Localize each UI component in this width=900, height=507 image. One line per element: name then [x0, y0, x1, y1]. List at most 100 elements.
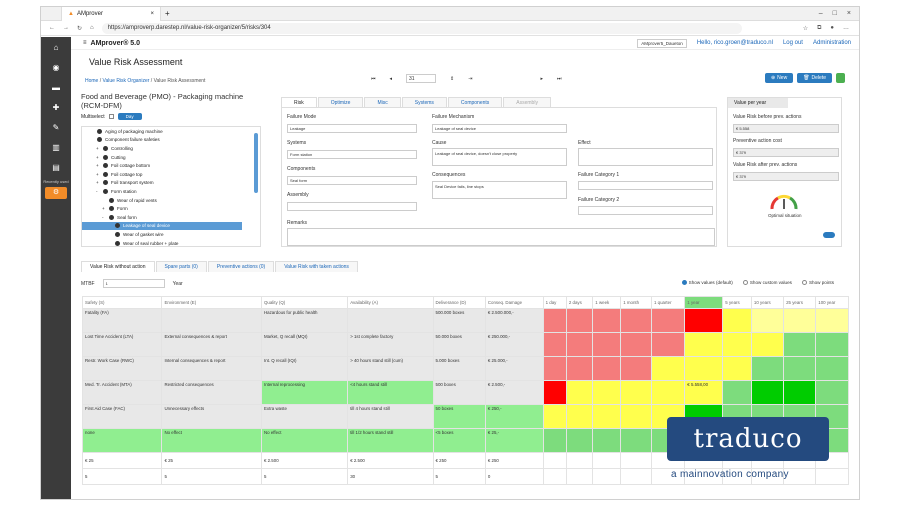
matrix-risk-cell[interactable] [650, 332, 686, 357]
maximize-icon[interactable]: □ [832, 10, 837, 17]
matrix-risk-cell[interactable] [542, 404, 567, 429]
matrix-risk-cell[interactable] [592, 380, 622, 405]
first-page-icon[interactable]: ⏮ [371, 75, 376, 82]
expand-icon[interactable]: + [102, 206, 105, 212]
admin-link[interactable]: Administration [812, 40, 851, 46]
close-window-icon[interactable]: × [846, 10, 851, 17]
back-icon[interactable]: ← [49, 25, 55, 31]
tree-node[interactable]: + Foil cottage top [82, 170, 260, 179]
matrix-risk-cell[interactable] [783, 380, 817, 405]
cause-input[interactable]: Leakage of seal device, doesn't close pr… [432, 148, 567, 166]
matrix-risk-cell[interactable] [620, 332, 652, 357]
menu-icon[interactable]: ≡ [83, 40, 87, 46]
tree-node[interactable]: Wear of gasket wire [82, 230, 260, 239]
next-page-icon[interactable]: ▸ [540, 75, 543, 82]
matrix-risk-cell[interactable] [565, 308, 594, 333]
mtbf-input[interactable]: 1 [102, 279, 165, 288]
page-number-input[interactable]: 31 [406, 74, 437, 83]
matrix-risk-cell[interactable] [722, 332, 752, 357]
matrix-risk-cell[interactable] [620, 428, 652, 453]
matrix-risk-cell[interactable] [783, 332, 817, 357]
tree-node[interactable]: Component failure safeties [82, 136, 260, 145]
close-tab-icon[interactable]: × [150, 10, 154, 17]
tab-misc[interactable]: Misc [364, 97, 401, 108]
radio-show-values[interactable]: Show values (default) [681, 280, 733, 285]
settings-button[interactable] [836, 73, 845, 83]
favorites-icon[interactable]: ☆ [802, 25, 809, 32]
url-field[interactable]: https://amproverp.darestep.nl/value-risk… [101, 22, 742, 34]
tree-node[interactable]: + Form [82, 204, 260, 213]
expand-icon[interactable]: + [96, 171, 99, 177]
crumb-organizer[interactable]: Value Risk Organizer [102, 78, 150, 84]
tree-node[interactable]: Leakage of seal device [82, 221, 242, 231]
new-button[interactable]: ⊕ New [764, 73, 794, 83]
chart-nav-icon[interactable]: ▥ [52, 142, 60, 152]
day-button[interactable]: Day [117, 113, 142, 120]
matrix-risk-cell[interactable] [565, 428, 594, 453]
matrix-risk-cell[interactable] [684, 356, 724, 381]
delete-button[interactable]: 🗑 Delete [797, 73, 832, 83]
tree-node[interactable]: + Foil transport system [82, 179, 260, 188]
prev-page-icon[interactable]: ◂ [389, 75, 393, 82]
systems-select[interactable]: Form station [287, 150, 417, 159]
forward-icon[interactable]: → [63, 25, 69, 31]
matrix-risk-cell[interactable] [750, 332, 785, 357]
remarks-input[interactable] [287, 228, 715, 246]
minimize-icon[interactable]: – [818, 10, 823, 17]
matrix-risk-cell[interactable] [565, 332, 594, 357]
matrix-risk-cell[interactable] [542, 332, 567, 357]
matrix-risk-cell[interactable] [722, 380, 752, 405]
matrix-risk-cell[interactable] [650, 308, 686, 333]
radio-custom-values[interactable]: Show custom values [742, 280, 792, 285]
tab-preventive-actions[interactable]: Preventive actions (0) [207, 261, 275, 272]
home-icon[interactable]: ⌂ [90, 25, 94, 31]
matrix-risk-cell[interactable] [620, 404, 652, 429]
expand-icon[interactable]: + [96, 145, 99, 151]
more-icon[interactable]: … [843, 24, 849, 31]
matrix-risk-cell[interactable] [815, 380, 849, 405]
matrix-risk-cell[interactable] [620, 308, 652, 333]
tab-risk[interactable]: Risk [281, 97, 317, 108]
radio-show-points[interactable]: Show points [801, 280, 834, 285]
matrix-risk-cell[interactable] [592, 308, 622, 333]
expand-icon[interactable]: + [96, 180, 99, 186]
expand-icon[interactable]: + [96, 163, 99, 169]
tree-node[interactable]: Wear of rapid vents [82, 196, 260, 205]
assembly-select[interactable] [287, 202, 417, 211]
matrix-risk-cell[interactable] [592, 332, 622, 357]
list-nav-icon[interactable]: ▤ [52, 162, 60, 172]
expand-icon[interactable]: + [96, 154, 99, 160]
matrix-risk-cell[interactable] [684, 308, 724, 333]
matrix-risk-cell[interactable] [750, 308, 785, 333]
logout-link[interactable]: Log out [782, 40, 803, 46]
dropdown-icon[interactable]: ⇕ [450, 75, 455, 82]
tab-systems[interactable]: Systems [401, 97, 447, 108]
database-select[interactable]: AMprover5_Daueton [637, 38, 687, 48]
failure-mode-select[interactable]: Leakage [287, 124, 417, 133]
matrix-risk-cell[interactable] [650, 380, 686, 405]
matrix-risk-cell[interactable] [565, 356, 594, 381]
expand-icon[interactable]: - [96, 188, 98, 194]
crumb-home[interactable]: Home [85, 78, 99, 84]
recent-item-icon[interactable]: ⚙ [45, 187, 67, 199]
tab-spare-parts[interactable]: Spare parts (0) [155, 261, 207, 272]
new-tab-icon[interactable]: + [165, 9, 170, 18]
matrix-risk-cell[interactable] [750, 380, 785, 405]
tree-node[interactable]: Wear of seal rubber + plate [82, 239, 260, 246]
optimal-toggle[interactable] [823, 232, 835, 238]
matrix-risk-cell[interactable] [592, 428, 622, 453]
matrix-risk-cell[interactable] [565, 404, 594, 429]
consequences-input[interactable]: Seal Device fails, line stops [432, 181, 567, 199]
tab-optimize[interactable]: Optimize [317, 97, 364, 108]
tree-node[interactable]: + Cutting [82, 153, 260, 162]
matrix-risk-cell[interactable] [565, 380, 594, 405]
tab-assembly[interactable]: Assembly [503, 97, 551, 108]
matrix-risk-cell[interactable] [783, 356, 817, 381]
edit-nav-icon[interactable]: ✎ [52, 122, 60, 132]
matrix-risk-cell[interactable] [722, 356, 752, 381]
home-nav-icon[interactable]: ⌂ [53, 42, 59, 52]
profile-icon[interactable]: ● [830, 24, 834, 31]
matrix-risk-cell[interactable] [592, 356, 622, 381]
matrix-risk-cell[interactable] [722, 308, 752, 333]
matrix-risk-cell[interactable] [650, 356, 686, 381]
